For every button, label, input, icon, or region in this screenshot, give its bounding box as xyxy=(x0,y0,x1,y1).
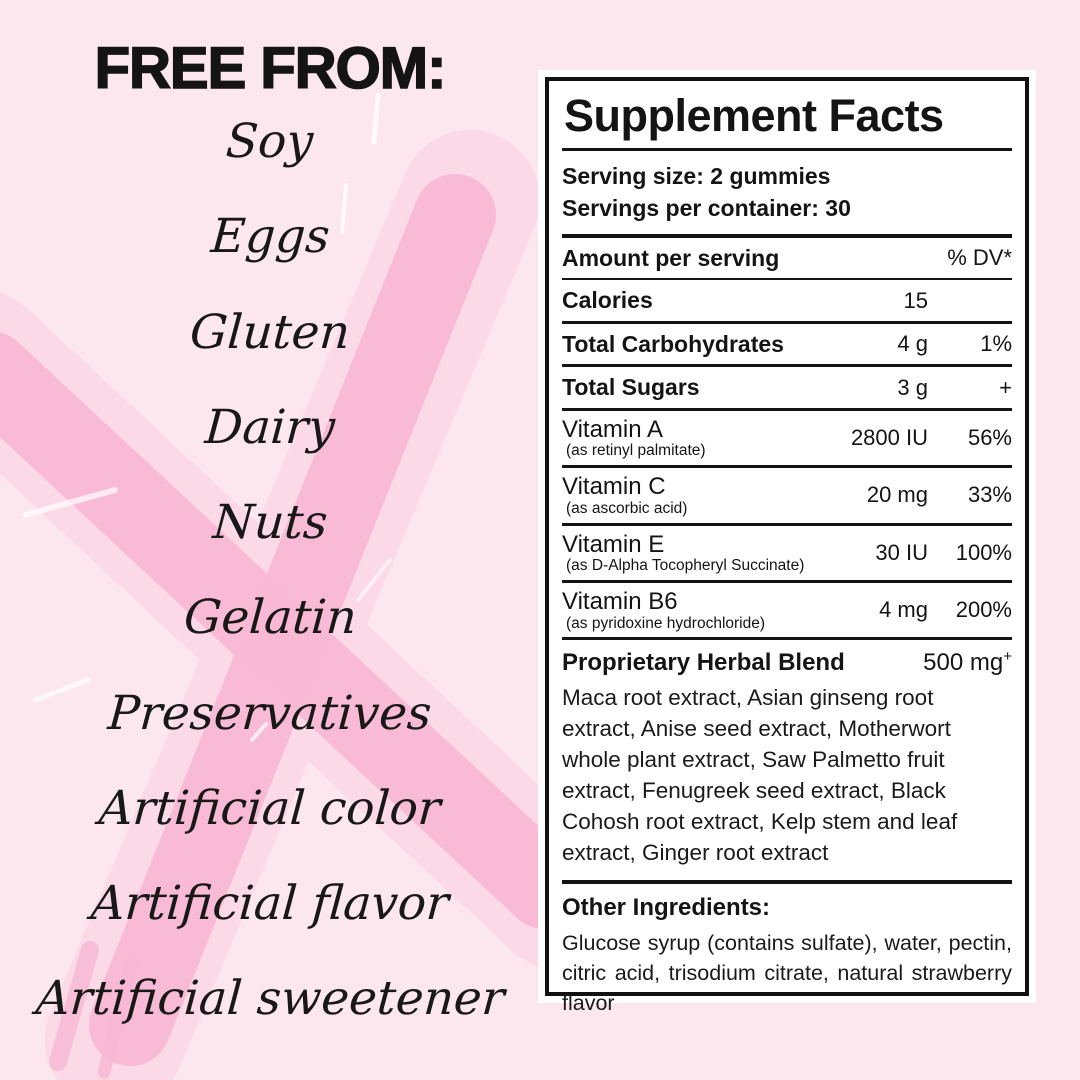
free-from-item: Nuts xyxy=(210,495,330,550)
free-from-item: Gelatin xyxy=(181,590,359,646)
free-from-heading: FREE FROM: xyxy=(94,36,447,101)
nutrient-source: (as pyridoxine hydrochloride) xyxy=(566,614,766,632)
nutrient-amount: 20 mg xyxy=(866,482,928,508)
supplement-facts-card: Supplement Facts Serving size: 2 gummies… xyxy=(538,70,1036,1015)
nutrient-source: (as retinyl palmitate) xyxy=(566,442,706,460)
nutrient-name: Vitamin B6 xyxy=(562,587,678,615)
nutrient-name: Total Carbohydrates xyxy=(562,330,784,357)
nutrient-dv: 1% xyxy=(980,331,1012,357)
nutrient-amount: 15 xyxy=(903,287,928,313)
nutrient-amount: 30 IU xyxy=(875,539,928,565)
free-from-section: FREE FROM: Soy Eggs Gluten Dairy Nuts Ge… xyxy=(20,36,520,1027)
herbal-blend-section: Proprietary Herbal Blend 500 mg+ Maca ro… xyxy=(562,640,1012,885)
free-from-item: Artificial color xyxy=(97,780,443,836)
nutrient-dv: + xyxy=(999,374,1012,400)
nutrient-row-calories: Calories 15 xyxy=(562,280,1012,324)
other-ingredients-heading: Other Ingredients: xyxy=(562,894,771,922)
nutrient-row-total-sugars: Total Sugars 3 g + xyxy=(562,367,1012,411)
nutrient-name: Total Sugars xyxy=(562,374,700,401)
other-ingredients-text: Glucose syrup (contains sulfate), water,… xyxy=(562,931,1012,1016)
free-from-item: Artificial flavor xyxy=(89,876,451,931)
nutrient-dv: 56% xyxy=(967,424,1012,450)
nutrient-dv: 200% xyxy=(955,597,1012,623)
nutrient-row-vitamin-b6: Vitamin B6 (as pyridoxine hydrochloride)… xyxy=(562,583,1012,641)
herbal-blend-footnote-mark: + xyxy=(1003,648,1012,666)
nutrient-amount: 4 g xyxy=(897,331,928,357)
nutrient-source: (as D-Alpha Tocopheryl Succinate) xyxy=(566,557,805,575)
free-from-item: Preservatives xyxy=(106,685,434,741)
free-from-item: Artificial sweetener xyxy=(33,971,507,1027)
nutrient-source: (as ascorbic acid) xyxy=(566,499,688,517)
nutrient-amount: 3 g xyxy=(897,374,928,400)
free-from-item: Eggs xyxy=(208,209,332,265)
label-title: Supplement Facts xyxy=(562,85,1012,151)
nutrient-name: Vitamin E xyxy=(562,530,665,558)
nutrient-amount: 2800 IU xyxy=(850,424,928,450)
amount-header-row: Amount per serving % DV* xyxy=(562,238,1012,281)
free-from-item: Soy xyxy=(224,114,316,169)
dv-header: % DV* xyxy=(947,245,1012,271)
free-from-list: Soy Eggs Gluten Dairy Nuts Gelatin Prese… xyxy=(33,98,507,1027)
nutrient-name: Calories xyxy=(562,287,653,314)
herbal-blend-name: Proprietary Herbal Blend xyxy=(562,649,845,677)
herbal-blend-description: Maca root extract, Asian ginseng root ex… xyxy=(562,685,958,866)
nutrient-dv: 100% xyxy=(955,539,1012,565)
nutrient-name: Vitamin C xyxy=(562,473,666,501)
nutrient-row-vitamin-e: Vitamin E (as D-Alpha Tocopheryl Succina… xyxy=(562,526,1012,583)
nutrient-row-vitamin-a: Vitamin A (as retinyl palmitate) 2800 IU… xyxy=(562,411,1012,469)
nutrient-amount: 4 mg xyxy=(879,597,928,623)
other-ingredients-section: Other Ingredients: Glucose syrup (contai… xyxy=(562,884,1012,1018)
nutrient-row-vitamin-c: Vitamin C (as ascorbic acid) 20 mg 33% xyxy=(562,468,1012,526)
serving-size-line: Serving size: 2 gummies xyxy=(562,163,831,189)
nutrient-name: Vitamin A xyxy=(562,415,663,443)
nutrient-dv: 33% xyxy=(967,482,1012,508)
free-from-item: Gluten xyxy=(188,304,352,360)
herbal-blend-header: Proprietary Herbal Blend 500 mg+ xyxy=(562,648,1012,677)
amount-per-serving-label: Amount per serving xyxy=(562,245,780,271)
herbal-blend-amount: 500 mg+ xyxy=(923,648,1012,677)
free-from-item: Dairy xyxy=(203,399,337,455)
supplement-facts-panel: Supplement Facts Serving size: 2 gummies… xyxy=(545,77,1029,1015)
nutrient-row-total-carbohydrates: Total Carbohydrates 4 g 1% xyxy=(562,324,1012,368)
servings-per-container-line: Servings per container: 30 xyxy=(562,195,851,221)
serving-info: Serving size: 2 gummies Servings per con… xyxy=(562,151,1012,238)
